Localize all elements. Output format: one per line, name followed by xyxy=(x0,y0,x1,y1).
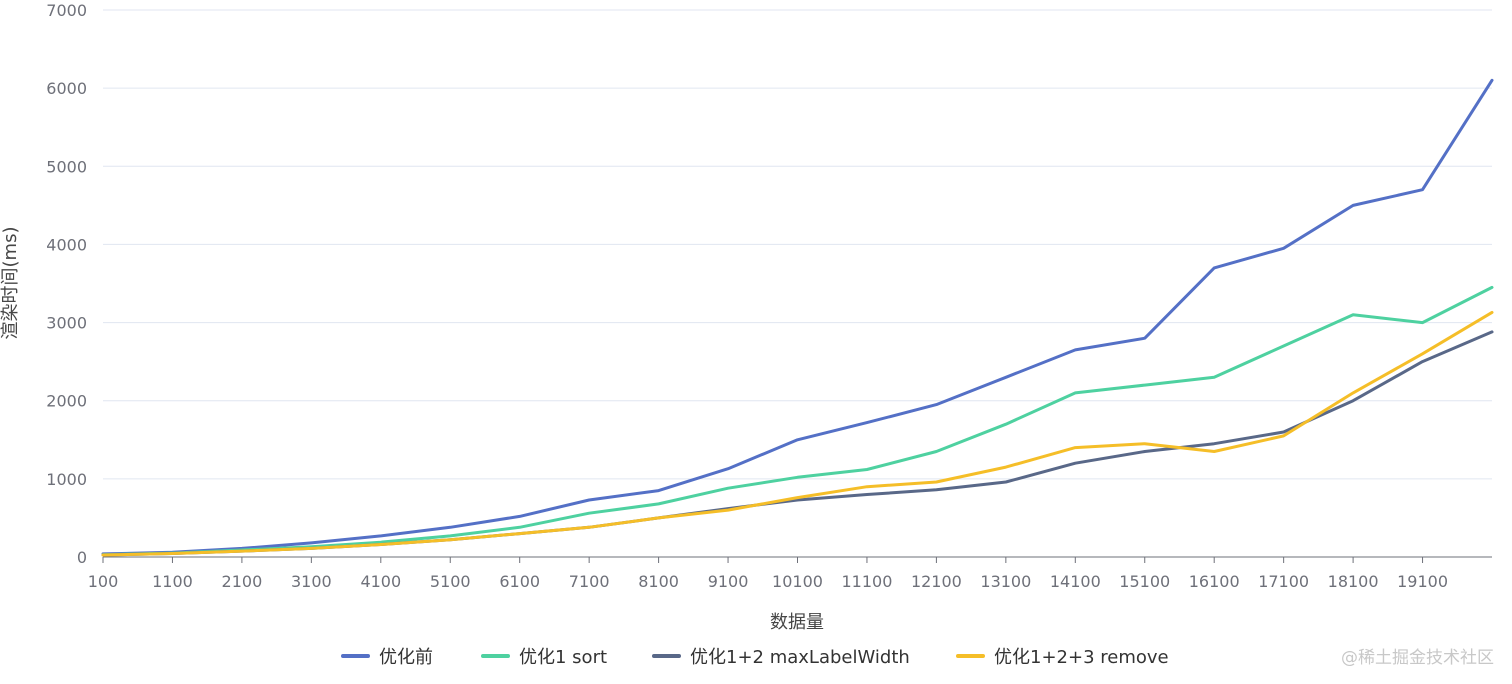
y-tick-label: 3000 xyxy=(46,314,87,333)
legend-item: 优化1+2 maxLabelWidth xyxy=(652,647,910,668)
x-tick-label: 5100 xyxy=(430,572,471,591)
x-tick-label: 14100 xyxy=(1050,572,1101,591)
x-tick-label: 15100 xyxy=(1119,572,1170,591)
y-tick-label: 5000 xyxy=(46,157,87,176)
legend: 优化前 优化1 sort 优化1+2 maxLabelWidth 优化1+2+3 re… xyxy=(341,647,1169,668)
legend-label: 优化1+2+3 remove xyxy=(994,647,1169,668)
y-tick-label: 1000 xyxy=(46,470,87,489)
x-tick-label: 8100 xyxy=(638,572,679,591)
y-tick-label: 6000 xyxy=(46,79,87,98)
x-tick-label: 100 xyxy=(88,572,119,591)
y-axis: 0 1000 2000 3000 4000 5000 6000 7000 xyxy=(46,1,87,567)
x-tick-label: 11100 xyxy=(841,572,892,591)
x-tick-label: 12100 xyxy=(911,572,962,591)
legend-item: 优化前 xyxy=(341,647,433,668)
x-tick-label: 19100 xyxy=(1397,572,1448,591)
legend-item: 优化1 sort xyxy=(481,647,607,668)
y-tick-label: 4000 xyxy=(46,235,87,254)
x-tick-label: 2100 xyxy=(222,572,263,591)
series-line-1 xyxy=(101,78,1494,556)
x-axis-title: 数据量 xyxy=(770,612,824,633)
x-tick-label: 17100 xyxy=(1258,572,1309,591)
x-tick-label: 4100 xyxy=(360,572,401,591)
x-tick-label: 1100 xyxy=(152,572,193,591)
y-tick-label: 0 xyxy=(77,548,87,567)
y-axis-title: 渲染时间(ms) xyxy=(0,227,21,340)
grid-lines xyxy=(103,9,1492,558)
watermark: @稀土掘金技术社区 xyxy=(1341,648,1494,668)
x-tick-label: 18100 xyxy=(1328,572,1379,591)
x-tick-label: 10100 xyxy=(772,572,823,591)
x-axis: 100 1100 2100 3100 4100 5100 6100 7100 8100 9100 1… xyxy=(88,557,1448,591)
x-tick-label: 6100 xyxy=(499,572,540,591)
legend-label: 优化1 sort xyxy=(519,647,607,668)
x-tick-label: 16100 xyxy=(1189,572,1240,591)
legend-item: 优化1+2+3 remove xyxy=(956,647,1169,668)
x-tick-label: 7100 xyxy=(569,572,610,591)
series-line-2 xyxy=(101,285,1494,557)
series-line-4 xyxy=(101,310,1494,557)
x-tick-label: 3100 xyxy=(291,572,332,591)
legend-label: 优化前 xyxy=(379,647,433,668)
x-tick-label: 9100 xyxy=(708,572,749,591)
legend-label: 优化1+2 maxLabelWidth xyxy=(690,647,910,668)
x-tick-label: 13100 xyxy=(980,572,1031,591)
series-line-3 xyxy=(101,330,1494,557)
series-lines xyxy=(101,78,1494,557)
y-tick-label: 2000 xyxy=(46,392,87,411)
y-tick-label: 7000 xyxy=(46,1,87,20)
